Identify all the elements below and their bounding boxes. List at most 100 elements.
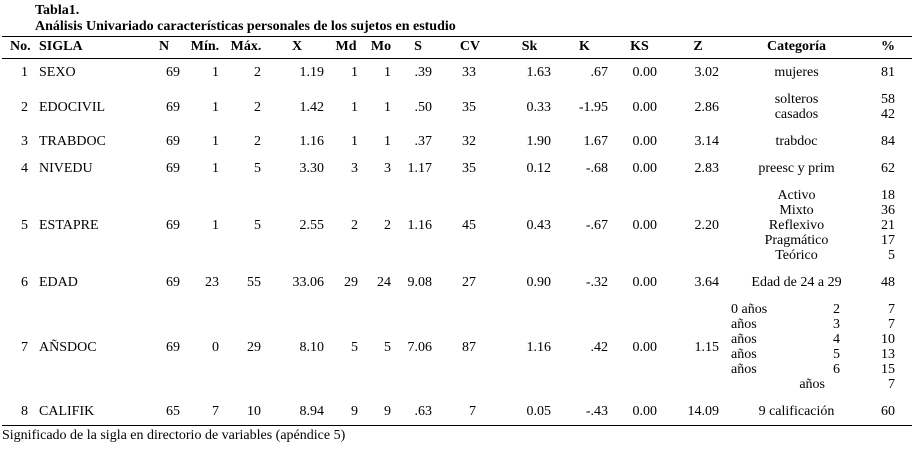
column-header-categoria: Categoría [729, 36, 864, 59]
table-row: 4 NIVEDU 69 1 5 3.30 3 3 1.17 35 0.12 -.68 0.00 2.83 p… [2, 155, 912, 182]
cell-s: .50 [414, 99, 433, 115]
category-label: Teórico [775, 248, 818, 263]
cell-categoria: trabdoc [729, 128, 864, 155]
cell-n: 65 [144, 398, 184, 426]
univariate-analysis-table: No. SIGLA N Mín. Máx. X Md Mo S CV Sk K KS Z Categoría… [2, 36, 912, 426]
cell-sigla: EDOCIVIL [39, 99, 106, 115]
cell-z: 3.02 [694, 65, 720, 80]
cell-k: -.67 [585, 218, 608, 233]
column-header-no: No. [2, 36, 34, 59]
cell-percent: 18 36 21 17 5 [864, 182, 912, 269]
cell-sigla: AÑSDOC [39, 339, 97, 355]
cell-categoria: preesc y prim [729, 155, 864, 182]
cell-s: 7.06 [407, 339, 433, 355]
cell-no: 4 [21, 161, 28, 176]
cell-ks: 0.00 [612, 398, 667, 426]
cell-sk: 1.90 [526, 134, 552, 149]
cell-z: 2.20 [694, 218, 720, 233]
percent-value: 13 [881, 347, 895, 362]
percent-value: 62 [881, 161, 895, 176]
cell-sk: 0.33 [526, 99, 552, 115]
cell-no: 3 [21, 134, 28, 149]
category-line: 9 calificación [729, 404, 864, 419]
cell-min: 0 [212, 339, 219, 355]
category-line: Pragmático [729, 233, 864, 248]
cell-categoria: Activo Mixto Reflexivo Pragmático Teórico [729, 182, 864, 269]
percent-value: 36 [881, 203, 895, 218]
cell-x: 1.16 [299, 134, 325, 149]
category-line: años [729, 377, 864, 392]
cell-sk: 0.43 [526, 218, 552, 233]
cell-k: -1.95 [578, 99, 608, 115]
category-label: mujeres [774, 65, 819, 80]
category-label: trabdoc [775, 134, 818, 149]
category-label: años [731, 332, 757, 347]
cell-sk: 0.12 [526, 161, 552, 176]
cell-n: 69 [166, 161, 180, 176]
cell-mo: 2 [384, 218, 391, 233]
cell-sigla: CALIFIK [34, 398, 144, 426]
column-header-md: Md [328, 36, 364, 59]
cell-mo: 3 [384, 161, 391, 176]
cell-max: 2 [254, 65, 261, 80]
cell-no: 8 [2, 398, 34, 426]
table-row: 2 EDOCIVIL 69 1 2 1.42 1 1 .50 35 0.33 -1.95 0.00 2.8… [2, 86, 912, 128]
category-label: 0 años [731, 302, 768, 317]
cell-min: 1 [212, 99, 219, 115]
cell-md: 2 [351, 218, 358, 233]
cell-ks: 0.00 [632, 161, 658, 176]
cell-sk: 0.90 [526, 275, 552, 290]
column-header-cv: CV [438, 36, 502, 59]
table-row: 8 CALIFIK 65 7 10 8.94 9 9.63 7 0.05 -.43 0.00 14.09… [2, 398, 912, 426]
category-label: 9 calificación [758, 404, 835, 419]
cell-ks: 0.00 [632, 65, 658, 80]
cell-x: 33.06 [292, 275, 325, 290]
category-label: años [731, 362, 757, 377]
category-line: solteros [729, 92, 864, 107]
cell-percent: 58 42 [864, 86, 912, 128]
category-line: años 6 [729, 362, 864, 377]
cell-ks: 0.00 [632, 339, 658, 355]
cell-k: -.68 [585, 161, 608, 176]
category-line: Reflexivo [729, 218, 864, 233]
cell-z: 2.83 [694, 161, 720, 176]
table-subtitle: Análisis Univariado características pers… [35, 19, 456, 34]
cell-sigla: TRABDOC [39, 134, 106, 149]
cell-min: 1 [212, 161, 219, 176]
cell-sigla: SEXO [39, 65, 76, 80]
cell-sk: 0.05 [502, 398, 557, 426]
percent-value: 15 [881, 362, 895, 377]
percent-value: 5 [888, 248, 895, 263]
category-line: años 3 [729, 317, 864, 332]
category-line: años 4 [729, 332, 864, 347]
cell-x: 1.42 [299, 99, 325, 115]
cell-sk: 1.16 [526, 339, 552, 355]
cell-max: 2 [254, 134, 261, 149]
cell-categoria: Edad de 24 a 29 [729, 269, 864, 296]
cell-n: 69 [166, 134, 180, 149]
cell-cv: 32 [462, 134, 476, 149]
percent-value: 7 [888, 317, 895, 332]
cell-percent: 7 7 10 13 15 7 [864, 296, 912, 398]
column-header-n: N [144, 36, 184, 59]
cell-percent: 60 [864, 398, 912, 426]
cell-min: 1 [212, 65, 219, 80]
cell-sigla: EDAD [39, 275, 78, 290]
cell-n: 69 [166, 99, 180, 115]
cell-md: 29 [344, 275, 358, 290]
cell-max: 10 [226, 398, 266, 426]
cell-k: .67 [590, 65, 609, 80]
cell-k: -.43 [557, 398, 612, 426]
category-value: 6 [833, 362, 840, 377]
cell-max: 5 [254, 218, 261, 233]
cell-md: 9 [328, 398, 364, 426]
cell-cv: 7 [438, 398, 502, 426]
category-label: Mixto [779, 203, 814, 218]
category-label: Edad de 24 a 29 [751, 275, 842, 290]
cell-k: .42 [590, 339, 609, 355]
percent-value: 17 [881, 233, 895, 248]
cell-z: 1.15 [694, 339, 720, 355]
table-row: 1 SEXO 69 1 2 1.19 1 1 .39 33 1.63 .67 0.00 3.02 mujer… [2, 59, 912, 87]
category-line: casados [729, 107, 864, 122]
